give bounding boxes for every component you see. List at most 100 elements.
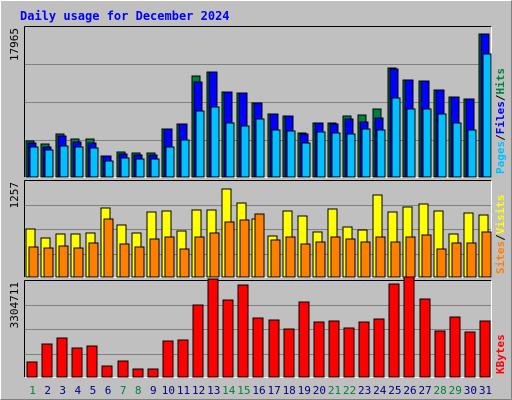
bar-pages-9 — [150, 158, 160, 178]
bar-kbytes-31 — [479, 320, 491, 378]
x-tick-label: 29 — [449, 384, 462, 397]
bar-kbytes-16 — [252, 317, 264, 378]
x-tick-label: 4 — [75, 384, 82, 397]
bar-sites-2 — [43, 247, 54, 278]
bar-sites-11 — [179, 248, 190, 278]
x-tick-label: 1 — [29, 384, 36, 397]
bar-sites-6 — [103, 218, 114, 278]
bar-kbytes-30 — [464, 331, 476, 378]
bar-kbytes-12 — [192, 304, 204, 378]
legend: Pages/Files/Hits — [494, 68, 507, 174]
bar-sites-12 — [194, 236, 205, 278]
bar-pages-23 — [361, 128, 371, 178]
bar-pages-7 — [120, 157, 130, 178]
legend-entry: Hits — [494, 68, 507, 95]
bar-pages-17 — [271, 129, 281, 178]
bar-pages-27 — [422, 108, 432, 178]
bar-pages-15 — [240, 125, 250, 178]
bar-kbytes-15 — [237, 284, 249, 378]
x-tick-label: 18 — [283, 384, 296, 397]
bar-sites-1 — [28, 246, 39, 278]
bar-sites-15 — [239, 219, 250, 278]
bar-sites-13 — [209, 232, 220, 278]
bar-pages-12 — [195, 110, 205, 178]
legend-entry: Pages — [494, 141, 507, 174]
bar-pages-19 — [301, 142, 311, 178]
bar-sites-9 — [149, 238, 160, 278]
x-tick-label: 30 — [464, 384, 477, 397]
bar-kbytes-19 — [298, 301, 310, 378]
bar-kbytes-27 — [419, 298, 431, 378]
y-max-label: 3304711 — [8, 282, 21, 328]
x-tick-label: 8 — [135, 384, 142, 397]
x-tick-label: 6 — [105, 384, 112, 397]
bar-pages-20 — [316, 131, 326, 178]
bar-kbytes-26 — [403, 276, 415, 378]
bar-sites-29 — [451, 242, 462, 278]
bar-sites-28 — [436, 248, 447, 278]
x-axis-labels: 1 2 3 4 5 6 7 8 9 10 11 12 13 14 15 16 17 18 19 20 21 22 23 24 2… — [29, 384, 492, 397]
bar-kbytes-1 — [26, 361, 38, 378]
x-tick-label: 11 — [177, 384, 190, 397]
bar-sites-21 — [330, 236, 341, 278]
x-tick-label: 12 — [192, 384, 205, 397]
series-pages — [29, 53, 492, 178]
x-tick-label: 5 — [90, 384, 97, 397]
x-tick-label: 3 — [59, 384, 66, 397]
bar-pages-24 — [376, 129, 386, 178]
legend-entry: Sites — [494, 241, 507, 274]
bar-pages-28 — [437, 113, 447, 178]
bar-sites-23 — [360, 241, 371, 278]
bar-pages-29 — [452, 122, 462, 178]
bar-sites-24 — [375, 236, 386, 278]
bar-pages-31 — [482, 53, 492, 178]
bar-kbytes-17 — [268, 319, 280, 378]
x-tick-label: 23 — [358, 384, 371, 397]
bar-pages-25 — [391, 97, 401, 178]
bar-pages-30 — [467, 129, 477, 178]
bar-pages-22 — [346, 133, 356, 178]
y-max-label: 1257 — [8, 182, 21, 209]
bar-kbytes-2 — [41, 343, 53, 378]
bar-pages-10 — [165, 146, 175, 178]
bar-pages-18 — [286, 130, 296, 178]
bar-sites-30 — [466, 242, 477, 278]
series-sites — [28, 213, 492, 278]
bar-kbytes-25 — [388, 283, 400, 378]
bar-kbytes-11 — [177, 339, 189, 378]
x-tick-label: 14 — [222, 384, 236, 397]
x-tick-label: 21 — [328, 384, 341, 397]
bar-kbytes-9 — [147, 368, 159, 378]
x-tick-label: 19 — [298, 384, 311, 397]
bar-pages-11 — [180, 139, 190, 178]
bar-pages-6 — [104, 160, 114, 178]
x-tick-label: 31 — [479, 384, 492, 397]
x-tick-label: 7 — [120, 384, 127, 397]
legend-entry: KBytes — [494, 334, 507, 374]
bar-sites-20 — [315, 241, 326, 278]
bar-sites-19 — [300, 243, 311, 278]
x-tick-label: 15 — [237, 384, 250, 397]
legend-entry: / — [494, 234, 507, 241]
bar-sites-8 — [134, 246, 145, 278]
bar-sites-22 — [345, 238, 356, 278]
bar-pages-4 — [74, 146, 84, 178]
legend: KBytes — [494, 334, 507, 374]
bar-sites-18 — [285, 236, 296, 278]
x-tick-label: 17 — [267, 384, 280, 397]
bar-kbytes-13 — [207, 278, 219, 378]
x-tick-label: 22 — [343, 384, 356, 397]
bar-sites-14 — [224, 221, 235, 278]
chart-title: Daily usage for December 2024 — [20, 9, 230, 23]
bar-pages-5 — [89, 147, 99, 178]
bar-kbytes-20 — [313, 321, 325, 378]
legend: Sites/Visits — [494, 195, 507, 275]
bar-kbytes-10 — [162, 340, 174, 378]
panel-visits-sites: 1257 Sites/Visits — [8, 180, 507, 278]
x-tick-label: 26 — [403, 384, 416, 397]
legend-entry: / — [494, 94, 507, 101]
bar-sites-16 — [254, 213, 265, 278]
legend-entry: / — [494, 134, 507, 141]
